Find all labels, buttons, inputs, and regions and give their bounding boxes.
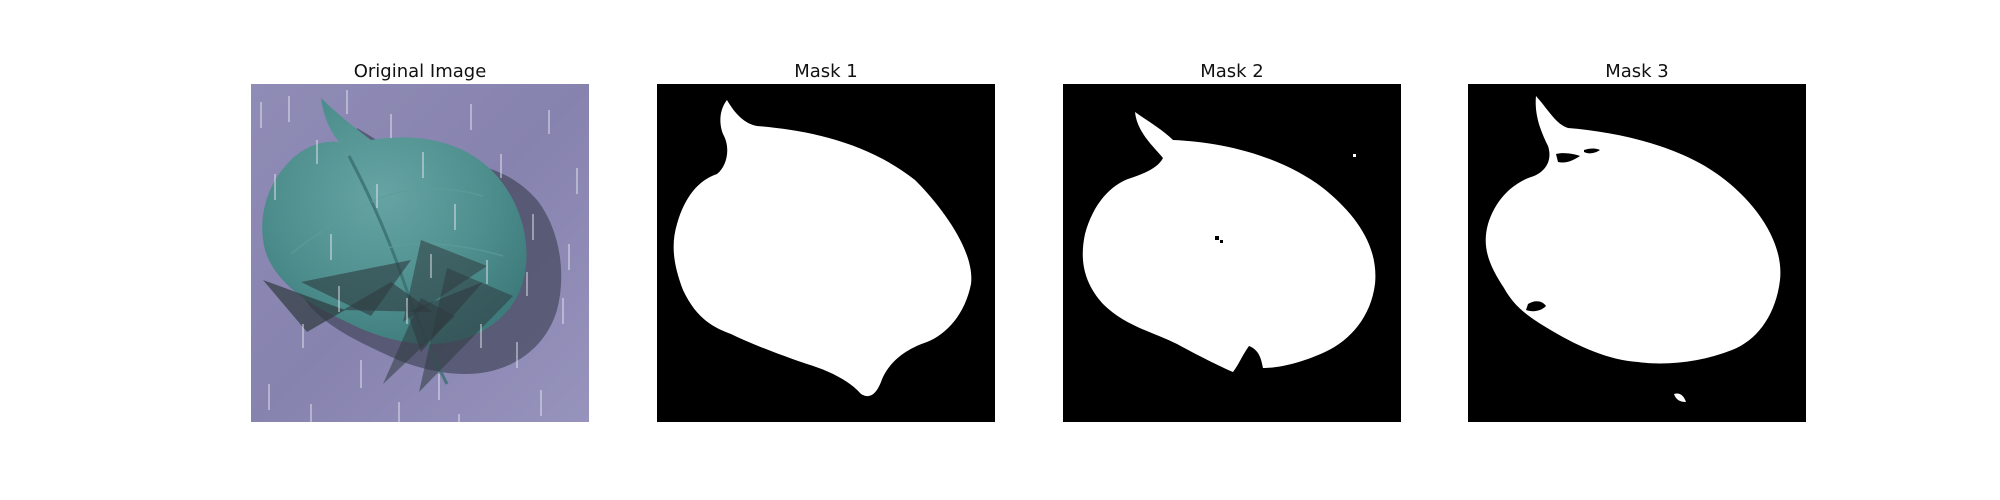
leaf-vein (290, 203, 370, 255)
original-image-title: Original Image (353, 61, 487, 82)
mask-3-panel: Mask 3 (1468, 60, 1806, 426)
mask-hole (1556, 153, 1580, 163)
original-image (251, 84, 589, 422)
mask-2 (1063, 84, 1401, 422)
mask-hole (1584, 148, 1600, 154)
mask-2-title: Mask 2 (1200, 61, 1264, 82)
mask-speck (1353, 154, 1356, 157)
original-image-panel: Original Image (251, 60, 589, 426)
mask-foreground (673, 100, 972, 397)
mask-speck (1674, 393, 1686, 402)
mask-1-panel: Mask 1 (657, 60, 995, 426)
mask-3 (1468, 84, 1806, 422)
leaf-photo (251, 84, 589, 422)
shadow-shape (263, 280, 345, 332)
mask-foreground (1082, 112, 1376, 372)
mask-1-image (657, 84, 995, 422)
mask-2-image (1063, 84, 1401, 422)
leaf-vein (370, 188, 484, 203)
rain-streaks (260, 90, 578, 422)
shadow-shape (419, 268, 513, 392)
mask-2-panel: Mask 2 (1063, 60, 1401, 426)
mask-hole (1215, 236, 1219, 240)
leaf-vein (386, 243, 504, 257)
mask-3-title: Mask 3 (1605, 61, 1669, 82)
mask-foreground (1485, 96, 1781, 364)
mask-hole (1220, 240, 1223, 243)
shadow-shape (301, 260, 411, 316)
mask-3-image (1468, 84, 1806, 422)
mask-1-title: Mask 1 (794, 61, 858, 82)
mask-hole (1526, 301, 1546, 312)
mask-1 (657, 84, 995, 422)
